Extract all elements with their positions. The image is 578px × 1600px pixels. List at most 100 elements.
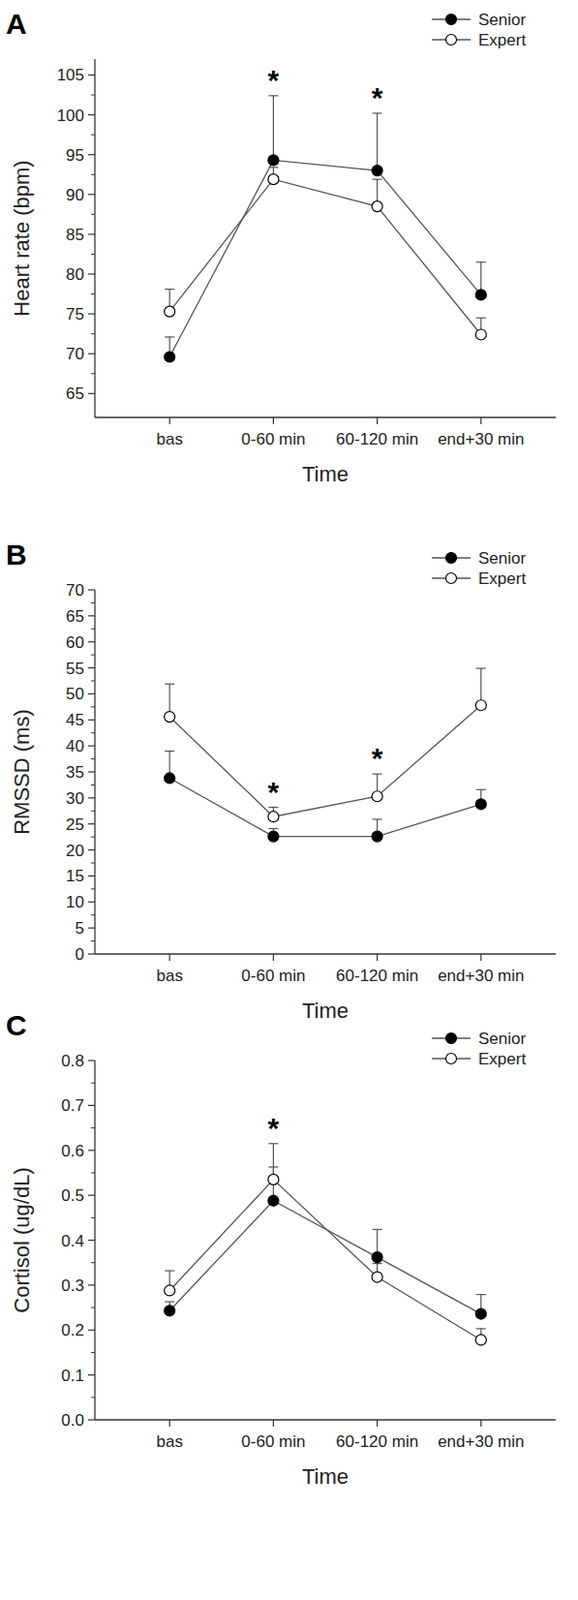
- y-tick-label: 10: [65, 892, 85, 912]
- y-minor-tick: [91, 372, 95, 374]
- data-point: [268, 1194, 279, 1206]
- y-minor-tick: [91, 654, 95, 656]
- error-bar-cap: [476, 789, 487, 791]
- series-line: [169, 159, 482, 357]
- x-tick: [376, 953, 378, 961]
- legend-item: Senior: [431, 1029, 526, 1048]
- data-point: [268, 830, 279, 842]
- panel: B0510152025303540455055606570bas0-60 min…: [5, 538, 556, 1023]
- legend-marker: [446, 34, 457, 46]
- y-tick-label: 90: [65, 185, 85, 205]
- x-axis-line: [94, 416, 556, 418]
- data-point: [475, 1334, 487, 1345]
- y-minor-tick: [91, 784, 95, 786]
- error-bar-cap: [476, 261, 487, 263]
- y-minor-tick: [91, 1351, 95, 1353]
- y-tick-label: 40: [65, 736, 85, 756]
- y-tick-label: 0.1: [60, 1366, 85, 1385]
- legend-marker: [446, 1033, 457, 1044]
- x-tick-label: 0-60 min: [241, 1431, 305, 1451]
- legend-marker: [446, 1053, 457, 1065]
- y-minor-tick: [91, 333, 95, 335]
- data-point: [371, 1251, 383, 1263]
- legend-item: Senior: [431, 548, 526, 568]
- y-tick-label: 15: [65, 866, 85, 885]
- data-point: [164, 1305, 176, 1316]
- y-minor-tick: [91, 940, 95, 942]
- y-tick: [88, 796, 95, 798]
- x-axis-label: Time: [302, 461, 349, 487]
- legend-marker: [446, 14, 457, 26]
- y-tick-label: 85: [65, 225, 85, 244]
- error-bar-cap: [476, 1293, 487, 1295]
- y-tick: [88, 875, 95, 877]
- y-tick: [88, 153, 95, 155]
- y-minor-tick: [91, 174, 95, 176]
- y-minor-tick: [91, 293, 95, 295]
- y-tick: [88, 667, 95, 669]
- legend-item: Expert: [431, 30, 526, 50]
- data-point: [164, 351, 176, 363]
- y-axis-label: Heart rate (bpm): [9, 159, 34, 316]
- y-tick-label: 5: [75, 918, 85, 938]
- y-minor-tick: [91, 680, 95, 682]
- error-bar-cap: [164, 288, 175, 290]
- y-minor-tick: [91, 213, 95, 215]
- data-point: [475, 699, 487, 711]
- x-tick: [273, 1419, 274, 1427]
- y-tick-label: 55: [65, 659, 85, 678]
- y-tick: [88, 313, 95, 315]
- y-tick-label: 65: [65, 607, 85, 626]
- data-point: [475, 329, 487, 340]
- error-bar-cap: [164, 335, 175, 337]
- data-point: [268, 154, 279, 166]
- annotation: *: [268, 63, 280, 96]
- y-tick: [88, 1149, 95, 1151]
- y-tick-label: 35: [65, 762, 85, 782]
- y-minor-tick: [91, 810, 95, 812]
- y-tick-label: 25: [65, 815, 85, 834]
- y-tick-label: 0.0: [60, 1410, 85, 1430]
- y-tick: [88, 927, 95, 929]
- annotation: *: [268, 775, 280, 808]
- legend-item: Expert: [431, 1049, 526, 1068]
- x-tick-label: 60-120 min: [335, 1431, 419, 1451]
- plot-area: [164, 95, 487, 363]
- data-point: [475, 1308, 487, 1319]
- error-bar-cap: [372, 818, 383, 820]
- x-axis-line: [94, 1418, 556, 1420]
- y-tick-label: 0.4: [60, 1231, 85, 1250]
- error-bar-cap: [372, 179, 383, 181]
- data-point: [475, 289, 487, 301]
- plot-area: [164, 1143, 487, 1345]
- data-point: [371, 790, 383, 802]
- legend-label: Senior: [478, 1029, 526, 1048]
- y-tick: [88, 193, 95, 195]
- x-tick: [169, 953, 171, 961]
- y-tick: [88, 1104, 95, 1106]
- annotation: *: [268, 1111, 280, 1144]
- y-tick-label: 20: [65, 841, 85, 860]
- y-tick: [88, 770, 95, 772]
- y-tick: [88, 1239, 95, 1241]
- x-axis-label: Time: [302, 998, 349, 1023]
- y-minor-tick: [91, 253, 95, 255]
- data-point: [164, 1284, 176, 1296]
- y-tick: [88, 1373, 95, 1375]
- y-minor-tick: [91, 1216, 95, 1218]
- y-axis-label: Cortisol (ug/dL): [9, 1166, 34, 1312]
- y-minor-tick: [91, 705, 95, 707]
- y-axis-line: [93, 59, 95, 418]
- y-tick: [88, 640, 95, 642]
- error-bar-cap: [476, 668, 487, 670]
- x-tick: [376, 1419, 378, 1427]
- y-tick: [88, 74, 95, 76]
- x-tick-label: bas: [155, 1431, 183, 1451]
- y-tick-label: 0: [75, 944, 85, 964]
- data-point: [371, 165, 383, 177]
- legend-label: Expert: [478, 30, 526, 50]
- y-tick: [88, 822, 95, 824]
- y-tick-label: 80: [65, 265, 85, 284]
- error-bar: [372, 113, 383, 171]
- annotation: *: [371, 741, 384, 774]
